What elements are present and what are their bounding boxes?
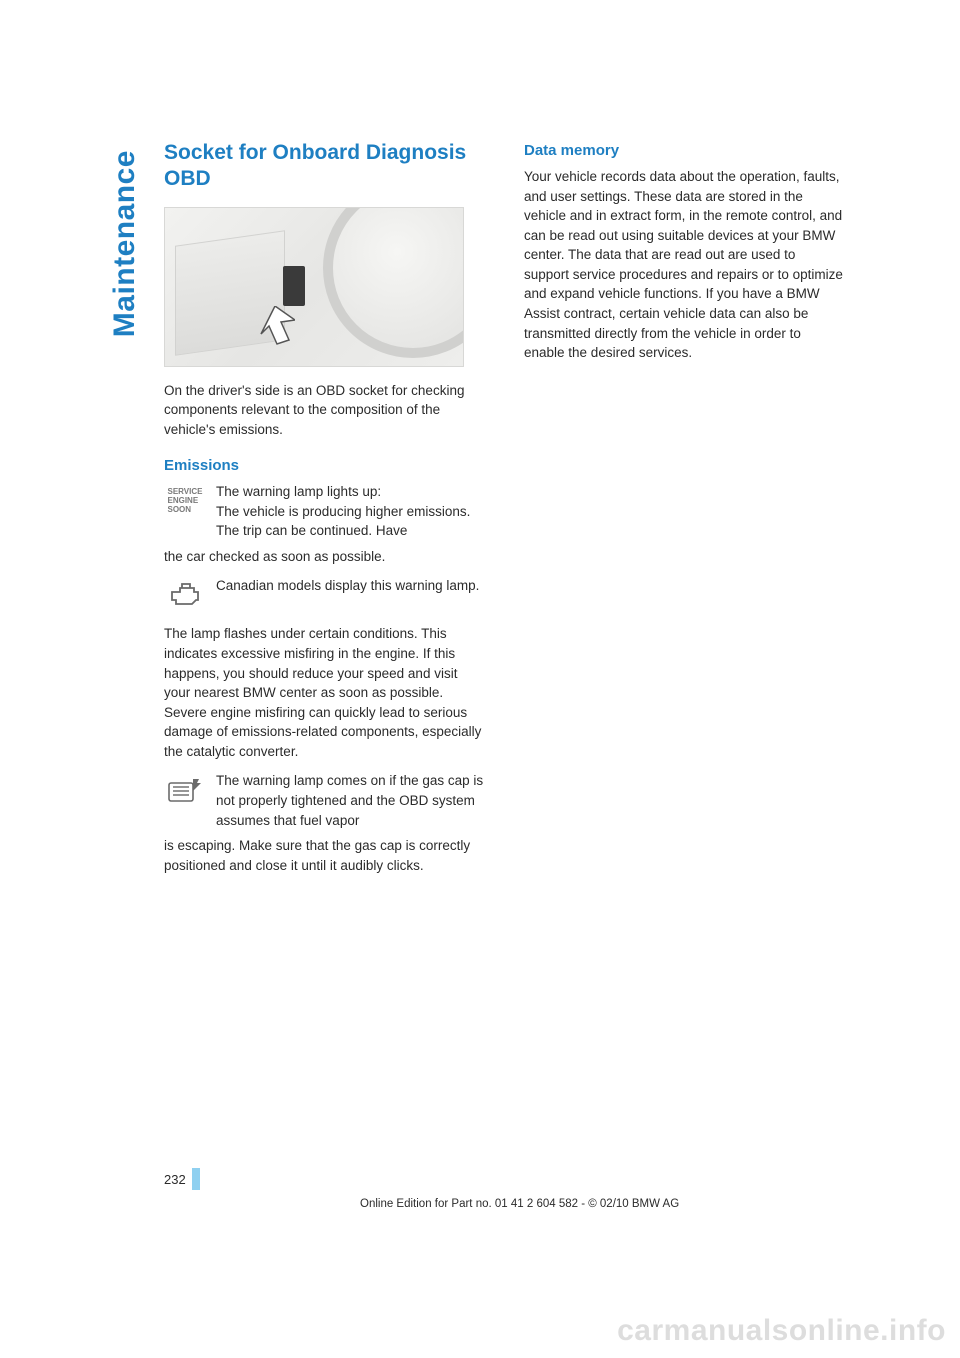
page-number-wrap: 232 <box>164 1168 200 1190</box>
emissions-p3: The lamp flashes under certain condition… <box>164 624 484 761</box>
gascap-block: The warning lamp comes on if the gas cap… <box>164 771 484 830</box>
emissions-p2: Canadian models display this warning lam… <box>216 576 484 596</box>
obd-caption: On the driver's side is an OBD socket fo… <box>164 381 484 440</box>
obd-socket-figure <box>164 207 464 367</box>
data-memory-heading: Data memory <box>524 142 844 159</box>
watermark-text: carmanualsonline.info <box>617 1314 946 1348</box>
page-number-accent <box>192 1168 200 1190</box>
service-engine-block: SERVICE ENGINE SOON The warning lamp lig… <box>164 482 484 541</box>
fuel-cap-icon <box>164 771 206 809</box>
engine-outline-icon <box>164 576 206 614</box>
emissions-p1b: The vehicle is producing higher emission… <box>216 502 484 541</box>
service-engine-soon-icon: SERVICE ENGINE SOON <box>164 482 206 520</box>
steering-wheel-shape <box>323 207 464 358</box>
obd-socket-shape <box>283 266 305 306</box>
pointer-arrow-icon <box>241 306 295 346</box>
footer-text: Online Edition for Part no. 01 41 2 604 … <box>360 1198 679 1210</box>
emissions-p1a: The warning lamp lights up: <box>216 482 484 502</box>
data-memory-p1: Your vehicle records data about the oper… <box>524 167 844 363</box>
left-column: Socket for Onboard Diagnosis OBD On the … <box>164 140 484 885</box>
emissions-p1c: the car checked as soon as possible. <box>164 547 484 567</box>
icon-line: SOON <box>168 506 203 515</box>
canadian-block: Canadian models display this warning lam… <box>164 576 484 614</box>
emissions-heading: Emissions <box>164 457 484 474</box>
emissions-p4b: is escaping. Make sure that the gas cap … <box>164 836 484 875</box>
emissions-p4a: The warning lamp comes on if the gas cap… <box>216 771 484 830</box>
obd-heading: Socket for Onboard Diagnosis OBD <box>164 140 484 193</box>
page-number: 232 <box>164 1172 186 1187</box>
page-content: Socket for Onboard Diagnosis OBD On the … <box>108 140 860 885</box>
right-column: Data memory Your vehicle records data ab… <box>524 140 844 885</box>
